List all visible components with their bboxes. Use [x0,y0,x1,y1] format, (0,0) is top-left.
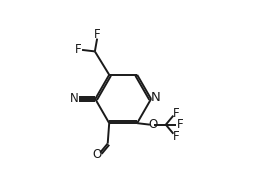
Text: O: O [148,118,158,131]
Text: F: F [75,43,81,56]
Text: O: O [93,148,102,161]
Text: F: F [94,28,100,41]
Text: N: N [151,91,161,104]
Text: F: F [173,130,179,143]
Text: N: N [70,93,78,105]
Text: F: F [176,118,183,131]
Text: F: F [173,107,179,120]
